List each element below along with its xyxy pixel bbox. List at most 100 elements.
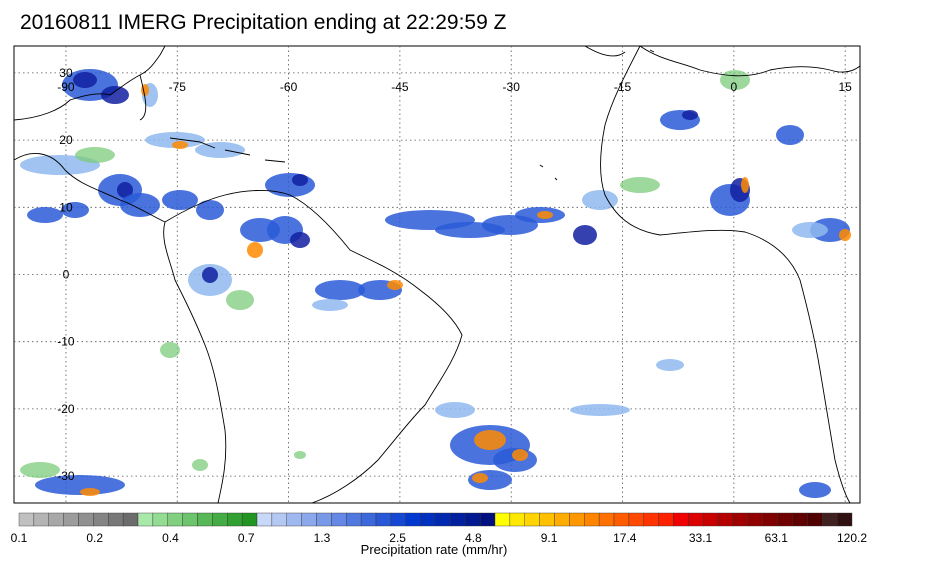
colorbar-box bbox=[554, 512, 570, 527]
colorbar-box bbox=[78, 512, 94, 527]
colorbar-box bbox=[822, 512, 838, 527]
colorbar-box bbox=[167, 512, 183, 527]
precip-cell bbox=[120, 193, 160, 217]
colorbar-tick-label: 17.4 bbox=[613, 531, 637, 545]
colorbar-box bbox=[703, 512, 719, 527]
colorbar-box bbox=[93, 512, 109, 527]
colorbar-box bbox=[18, 512, 35, 527]
coastline bbox=[554, 177, 558, 181]
colorbar-tick-labels: 0.1 0.2 0.4 0.7 1.3 2.5 4.8 9.1 17.4 33.1 63.1 120.… bbox=[11, 531, 868, 545]
coastlines bbox=[13, 45, 861, 504]
colorbar-tick-label: 9.1 bbox=[541, 531, 558, 545]
colorbar-tick-label: 120.2 bbox=[837, 531, 867, 545]
coastline bbox=[164, 190, 463, 504]
colorbar-tick-label: 2.5 bbox=[389, 531, 406, 545]
lon-label: -75 bbox=[169, 80, 187, 94]
latitude-labels: 30 20 10 0 -10 -20 -30 bbox=[57, 66, 75, 483]
colorbar-box bbox=[360, 512, 377, 527]
precip-cell bbox=[202, 267, 218, 283]
colorbar-box bbox=[241, 512, 258, 527]
coastline bbox=[539, 164, 544, 168]
colorbar-box bbox=[777, 512, 793, 527]
colorbar-box bbox=[420, 512, 436, 527]
precip-cell bbox=[80, 488, 100, 496]
colorbar-box bbox=[494, 512, 511, 527]
colorbar-box bbox=[256, 512, 273, 527]
colorbar-boxes bbox=[18, 512, 853, 527]
precip-cell bbox=[290, 232, 310, 248]
precip-cell bbox=[387, 280, 403, 290]
precip-cell bbox=[35, 475, 125, 495]
precip-cell bbox=[145, 132, 205, 148]
coastline bbox=[639, 45, 861, 77]
coastline bbox=[163, 221, 227, 504]
precip-cell bbox=[20, 462, 60, 478]
coastline bbox=[13, 153, 166, 223]
precip-cell bbox=[247, 242, 263, 258]
colorbar-box bbox=[227, 512, 243, 527]
lat-label: 30 bbox=[59, 66, 73, 80]
colorbar-box bbox=[48, 512, 64, 527]
precip-cell bbox=[472, 473, 488, 483]
precip-cell bbox=[537, 211, 553, 219]
colorbar-box bbox=[63, 512, 79, 527]
colorbar-box bbox=[465, 512, 481, 527]
longitude-labels: -90 -75 -60 -45 -30 -15 0 15 bbox=[57, 80, 852, 94]
lon-label: -45 bbox=[391, 80, 409, 94]
colorbar-box bbox=[152, 512, 168, 527]
lat-label: 0 bbox=[63, 268, 70, 282]
colorbar-box bbox=[584, 512, 600, 527]
precip-cell bbox=[117, 182, 133, 198]
colorbar-box bbox=[569, 512, 585, 527]
precip-cell bbox=[195, 142, 245, 158]
precip-cell bbox=[172, 141, 188, 149]
precip-cell bbox=[160, 342, 180, 358]
colorbar-box bbox=[673, 512, 689, 527]
precip-cell bbox=[312, 299, 348, 311]
colorbar-box bbox=[836, 512, 853, 527]
precip-cell bbox=[196, 200, 224, 220]
precip-cell bbox=[512, 449, 528, 461]
colorbar-box bbox=[598, 512, 615, 527]
colorbar-box bbox=[435, 512, 451, 527]
colorbar-box bbox=[509, 512, 525, 527]
lat-label: -20 bbox=[57, 402, 75, 416]
colorbar-box bbox=[375, 512, 392, 527]
precip-cell bbox=[792, 222, 828, 238]
colorbar-box bbox=[122, 512, 139, 527]
colorbar-tick-label: 0.1 bbox=[11, 531, 28, 545]
colorbar-box bbox=[271, 512, 287, 527]
colorbar-box bbox=[405, 512, 421, 527]
colorbar-box bbox=[33, 512, 49, 527]
precip-cell bbox=[682, 110, 698, 120]
lon-label: -30 bbox=[503, 80, 521, 94]
coastline bbox=[600, 45, 851, 504]
precip-cell bbox=[73, 72, 97, 88]
coastline bbox=[224, 149, 251, 156]
precip-cell bbox=[582, 190, 618, 210]
colorbar-box bbox=[390, 512, 406, 527]
coastline bbox=[649, 49, 655, 53]
colorbar-box bbox=[613, 512, 630, 527]
colorbar-box bbox=[479, 512, 496, 527]
colorbar-box bbox=[316, 512, 332, 527]
lat-label: -30 bbox=[57, 469, 75, 483]
precip-cell bbox=[61, 202, 89, 218]
precip-cell bbox=[776, 125, 804, 145]
colorbar-box bbox=[212, 512, 228, 527]
colorbar-box bbox=[331, 512, 347, 527]
colorbar-box bbox=[137, 512, 154, 527]
lon-label: -60 bbox=[280, 80, 298, 94]
precip-cell bbox=[294, 451, 306, 459]
coastline bbox=[264, 159, 286, 163]
colorbar-box bbox=[658, 512, 674, 527]
colorbar-box bbox=[301, 512, 317, 527]
colorbar-box bbox=[792, 512, 808, 527]
colorbar-box bbox=[628, 512, 644, 527]
colorbar-box bbox=[182, 512, 198, 527]
colorbar-tick-label: 4.8 bbox=[465, 531, 482, 545]
colorbar-box bbox=[346, 512, 362, 527]
precip-cell bbox=[799, 482, 831, 498]
colorbar-box bbox=[197, 512, 213, 527]
precip-cell bbox=[573, 225, 597, 245]
